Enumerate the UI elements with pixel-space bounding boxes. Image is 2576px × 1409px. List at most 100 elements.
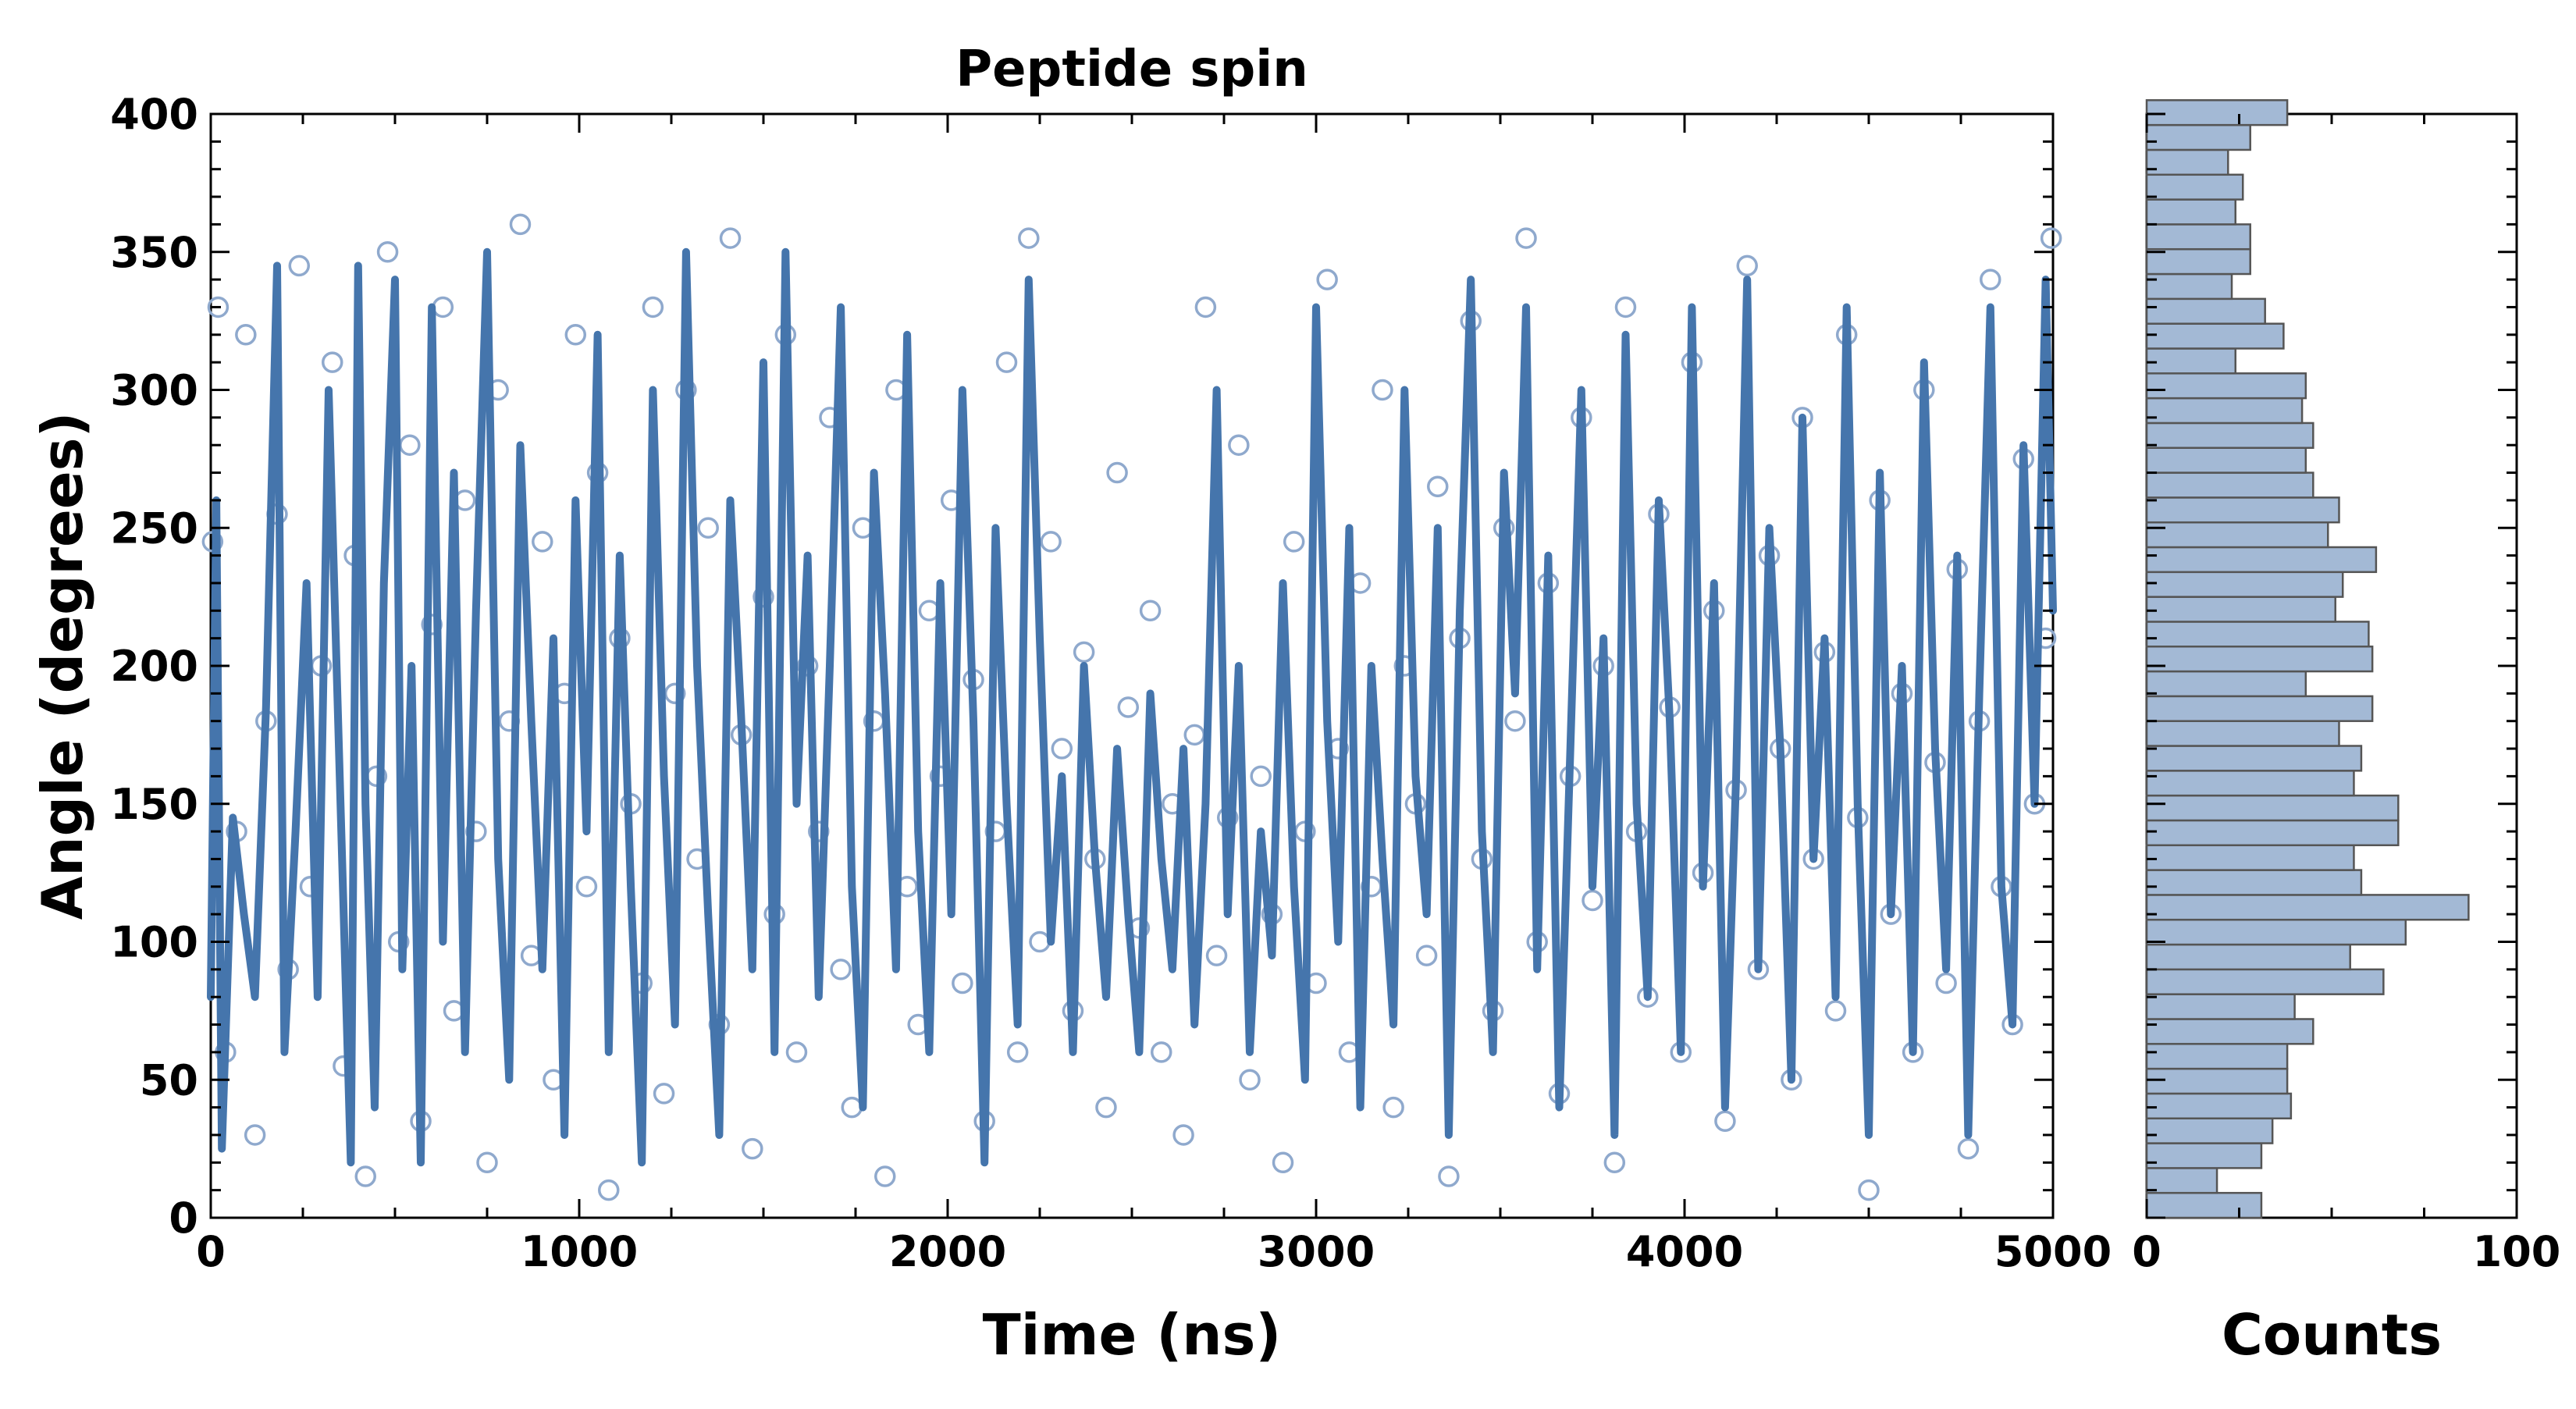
- histogram-bar-0: [2145, 1191, 2263, 1219]
- scatter-point-15: [354, 1165, 376, 1187]
- histogram-bar-31: [2145, 422, 2314, 449]
- scatter-point-94: [1228, 434, 1250, 456]
- scatter-point-162: [1980, 269, 2001, 290]
- main-x-axis-label: Time (ns): [983, 1302, 1282, 1368]
- histogram-bar-2: [2145, 1142, 2263, 1169]
- scatter-point-126: [1582, 889, 1603, 912]
- scatter-point-80: [1073, 641, 1095, 664]
- scatter-point-46: [697, 517, 719, 539]
- histogram-bar-19: [2145, 720, 2340, 747]
- scatter-point-102: [1316, 269, 1338, 290]
- scatter-point-108: [1382, 1096, 1404, 1119]
- main-y-tick-label: 300: [110, 366, 198, 415]
- scatter-point-86: [1139, 600, 1162, 622]
- scatter-point-73: [995, 351, 1018, 373]
- histogram-x-tick-label: 100: [2473, 1227, 2561, 1276]
- scatter-point-62: [874, 1165, 896, 1187]
- main-x-tick-label: 4000: [1626, 1227, 1743, 1276]
- scatter-point-84: [1117, 696, 1140, 718]
- histogram-bar-39: [2145, 223, 2251, 251]
- scatter-point-50: [742, 1137, 763, 1160]
- histogram-y-ticks: [2147, 112, 2517, 1219]
- histogram-x-tick-label: 0: [2132, 1227, 2161, 1276]
- scatter-point-29: [509, 213, 532, 236]
- chart-title: Peptide spin: [955, 41, 1308, 98]
- main-x-tick-label: 2000: [889, 1227, 1006, 1276]
- angle-trace-line: [207, 247, 2057, 1167]
- scatter-point-43: [664, 682, 686, 705]
- scatter-point-76: [1029, 930, 1051, 953]
- histogram-bar-41: [2145, 173, 2244, 201]
- scatter-point-98: [1272, 1151, 1294, 1174]
- histogram-bar-30: [2145, 447, 2307, 474]
- main-y-tick-label: 200: [110, 642, 198, 691]
- histogram-bar-20: [2145, 695, 2374, 722]
- histogram-bar-12: [2145, 894, 2470, 921]
- histogram-bar-13: [2145, 869, 2363, 896]
- scatter-point-19: [399, 434, 421, 456]
- scatter-point-107: [1372, 379, 1393, 401]
- scatter-point-12: [322, 351, 343, 373]
- histogram-bar-14: [2145, 844, 2355, 871]
- scatter-point-111: [1415, 945, 1438, 966]
- scatter-point-1: [207, 296, 229, 318]
- histogram-bar-34: [2145, 347, 2237, 375]
- histogram-bar-16: [2145, 794, 2400, 822]
- scatter-point-99: [1283, 531, 1305, 553]
- histogram-bar-27: [2145, 521, 2329, 549]
- histogram-bar-7: [2145, 1018, 2314, 1045]
- scatter-point-54: [785, 1041, 808, 1063]
- histogram-bar-29: [2145, 471, 2314, 499]
- scatter-point-58: [830, 959, 852, 980]
- scatter-point-82: [1095, 1096, 1117, 1119]
- scatter-point-87: [1151, 1041, 1172, 1063]
- main-x-ticks: 0 1000 2000 3000 4000 5000: [196, 114, 2112, 1276]
- histogram-bar-4: [2145, 1092, 2293, 1119]
- main-panel: 0 1000 2000 3000 4000 5000 0 50 100 150 200 250 300…: [30, 41, 2112, 1368]
- scatter-point-91: [1194, 296, 1217, 318]
- histogram-x-axis-label: Counts: [2222, 1302, 2442, 1368]
- scatter-point-75: [1018, 227, 1040, 249]
- histogram-bar-18: [2145, 745, 2363, 772]
- main-x-tick-label: 1000: [521, 1227, 638, 1276]
- histogram-bars: [2145, 99, 2470, 1219]
- scatter-point-37: [598, 1179, 620, 1201]
- histogram-bar-21: [2145, 670, 2307, 698]
- scatter-point-17: [376, 241, 399, 263]
- line-series: [207, 247, 2057, 1167]
- scatter-point-42: [653, 1083, 675, 1105]
- scatter-point-128: [1603, 1151, 1626, 1174]
- main-y-tick-label: 350: [110, 228, 198, 277]
- scatter-point-138: [1714, 1110, 1736, 1133]
- histogram-bar-36: [2145, 297, 2266, 325]
- scatter-point-90: [1183, 724, 1205, 746]
- scatter-point-35: [575, 876, 598, 898]
- histogram-bar-32: [2145, 397, 2304, 425]
- histogram-bar-8: [2145, 993, 2296, 1020]
- scatter-point-26: [476, 1151, 498, 1174]
- histogram-bar-26: [2145, 546, 2378, 574]
- scatter-point-158: [1935, 972, 1957, 994]
- histogram-bar-5: [2145, 1067, 2289, 1095]
- scatter-point-120: [1515, 227, 1537, 249]
- scatter-point-160: [1957, 1137, 1980, 1160]
- histogram-bar-44: [2145, 99, 2289, 126]
- histogram-bar-6: [2145, 1043, 2289, 1070]
- scatter-point-74: [1006, 1041, 1029, 1063]
- scatter-point-77: [1040, 531, 1062, 553]
- scatter-point-69: [952, 972, 973, 994]
- histogram-bar-42: [2145, 148, 2229, 176]
- scatter-point-92: [1205, 945, 1228, 966]
- scatter-point-59: [841, 1096, 863, 1119]
- main-x-tick-label: 0: [196, 1227, 226, 1276]
- scatter-point-140: [1736, 254, 1758, 277]
- main-x-tick-label: 5000: [1994, 1227, 2112, 1276]
- histogram-bar-37: [2145, 272, 2233, 301]
- histogram-bar-10: [2145, 943, 2351, 971]
- histogram-bar-3: [2145, 1117, 2274, 1144]
- histogram-bar-22: [2145, 646, 2374, 673]
- histogram-bar-33: [2145, 372, 2307, 400]
- main-y-ticks: 0 50 100 150 200 250 300 350 400: [110, 90, 2053, 1243]
- scatter-point-129: [1614, 296, 1637, 318]
